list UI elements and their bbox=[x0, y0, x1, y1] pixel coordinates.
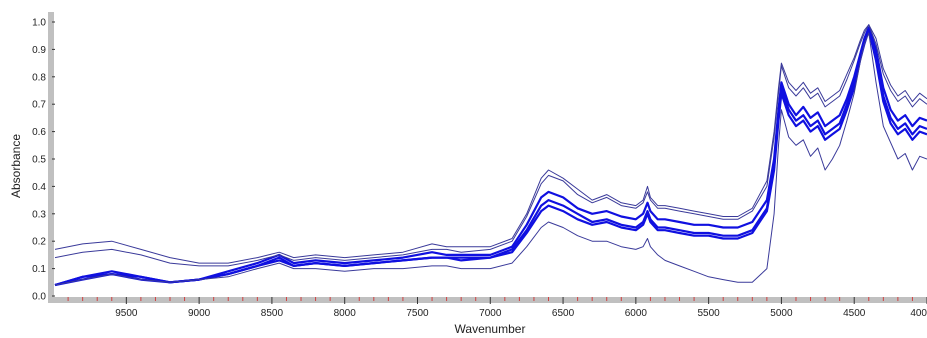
y-tick-label: 0.3 bbox=[32, 209, 46, 220]
y-tick-label: 0.5 bbox=[32, 155, 46, 166]
y-tick-label: 0.4 bbox=[32, 182, 46, 193]
y-tick-label: 0.8 bbox=[32, 72, 46, 83]
spectrum-series-line bbox=[54, 24, 927, 264]
x-tick-label: 9500 bbox=[115, 308, 138, 319]
plot-lines bbox=[54, 24, 927, 287]
y-tick-label: 0.1 bbox=[32, 264, 46, 275]
x-tick-label: 6500 bbox=[552, 308, 575, 319]
spectrum-series-line bbox=[54, 32, 927, 286]
spectrum-series-line bbox=[54, 29, 927, 287]
x-tick-label: 8000 bbox=[334, 308, 357, 319]
y-tick-label: 0.0 bbox=[32, 292, 46, 303]
x-tick-label: 4500 bbox=[843, 308, 866, 319]
y-tick-label: 0.9 bbox=[32, 45, 46, 56]
x-tick-label: 7000 bbox=[479, 308, 502, 319]
x-axis-band bbox=[48, 297, 927, 303]
spectrum-series-line bbox=[54, 24, 927, 267]
y-tick-label: 0.6 bbox=[32, 127, 46, 138]
y-tick-label: 0.7 bbox=[32, 100, 46, 111]
x-tick-label: 5500 bbox=[698, 308, 721, 319]
y-tick-label: 1.0 bbox=[32, 18, 46, 29]
x-tick-label: 8500 bbox=[261, 308, 284, 319]
y-axis-band bbox=[48, 12, 54, 302]
axes: 0.0 0.1 0.2 0.3 0.4 0.5 0.6 0.7 0.8 0.9 1.0 9500 900… bbox=[32, 12, 927, 319]
y-axis-title: Absorbance bbox=[9, 134, 23, 198]
x-tick-label: 6000 bbox=[625, 308, 648, 319]
x-tick-label: 5000 bbox=[770, 308, 793, 319]
x-tick-label: 7500 bbox=[406, 308, 429, 319]
x-tick-label: 9000 bbox=[188, 308, 211, 319]
y-tick-label: 0.2 bbox=[32, 237, 46, 248]
x-tick-label: 400 bbox=[910, 308, 927, 319]
x-axis-title: Wavenumber bbox=[455, 322, 526, 336]
